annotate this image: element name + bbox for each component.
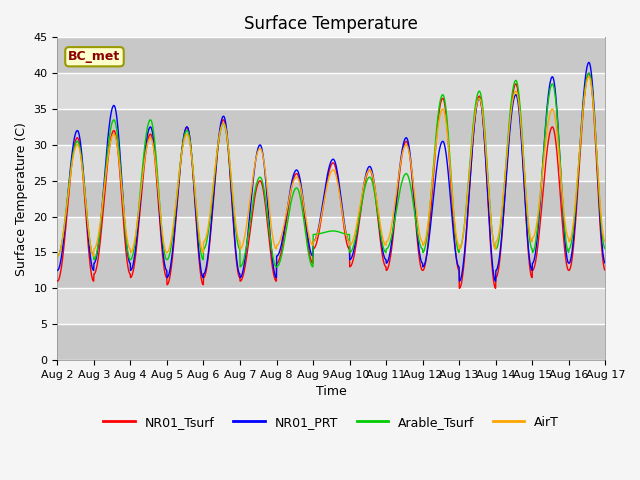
Line: AirT: AirT [58, 77, 605, 256]
Line: Arable_Tsurf: Arable_Tsurf [58, 73, 605, 267]
NR01_Tsurf [568, 254, 576, 260]
Bar [58, 181, 605, 216]
Arable_Tsurf [54, 253, 61, 259]
NR01_PRT [206, 232, 214, 238]
NR01_PRT [585, 60, 593, 65]
AirT [490, 244, 498, 250]
Text: BC_met: BC_met [68, 50, 120, 63]
AirT [553, 128, 561, 134]
AirT [206, 210, 214, 216]
NR01_PRT [456, 278, 463, 284]
NR01_Tsurf [54, 278, 61, 284]
AirT [359, 187, 367, 192]
NR01_PRT [359, 188, 367, 193]
Bar [58, 145, 605, 181]
Legend: NR01_Tsurf, NR01_PRT, Arable_Tsurf, AirT: NR01_Tsurf, NR01_PRT, Arable_Tsurf, AirT [99, 411, 564, 434]
NR01_PRT [491, 276, 499, 282]
Line: NR01_Tsurf: NR01_Tsurf [58, 73, 605, 288]
AirT [568, 229, 576, 235]
X-axis label: Time: Time [316, 385, 347, 398]
NR01_Tsurf [602, 267, 609, 273]
Arable_Tsurf [568, 234, 576, 240]
Bar [58, 37, 605, 73]
NR01_PRT [553, 109, 561, 115]
Arable_Tsurf [236, 264, 244, 270]
Bar [58, 324, 605, 360]
Arable_Tsurf [359, 192, 367, 198]
NR01_Tsurf [347, 263, 355, 269]
NR01_PRT [347, 256, 355, 262]
Y-axis label: Surface Temperature (C): Surface Temperature (C) [15, 122, 28, 276]
Line: NR01_PRT: NR01_PRT [58, 62, 605, 281]
Bar [58, 216, 605, 252]
NR01_PRT [54, 267, 61, 273]
Arable_Tsurf [602, 246, 609, 252]
NR01_Tsurf [491, 284, 499, 289]
Arable_Tsurf [585, 70, 593, 76]
AirT [602, 239, 609, 245]
Arable_Tsurf [491, 244, 499, 250]
Title: Surface Temperature: Surface Temperature [244, 15, 419, 33]
AirT [54, 253, 61, 259]
AirT [585, 74, 593, 80]
AirT [347, 241, 355, 247]
Arable_Tsurf [348, 249, 355, 254]
NR01_PRT [602, 260, 609, 266]
NR01_Tsurf [585, 71, 593, 76]
Bar [58, 109, 605, 145]
Arable_Tsurf [553, 113, 561, 119]
NR01_Tsurf [359, 192, 367, 198]
Arable_Tsurf [206, 215, 214, 221]
Bar [58, 252, 605, 288]
NR01_Tsurf [206, 236, 214, 241]
NR01_PRT [568, 247, 576, 253]
Bar [58, 288, 605, 324]
Bar [58, 73, 605, 109]
NR01_Tsurf [456, 286, 463, 291]
NR01_Tsurf [553, 151, 561, 157]
